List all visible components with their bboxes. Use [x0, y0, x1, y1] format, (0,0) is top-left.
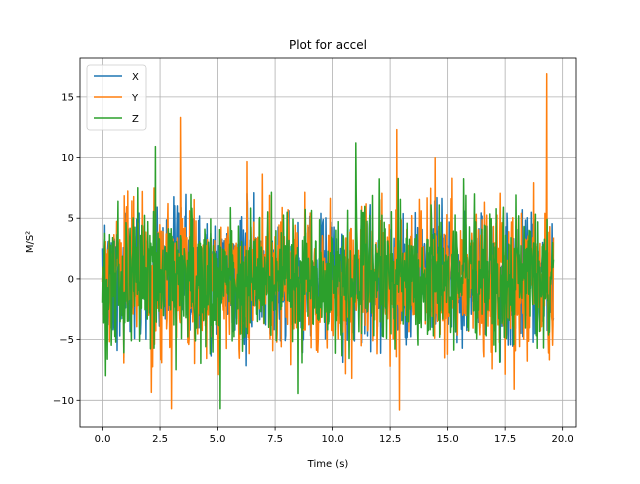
- y-tick-label: −5: [59, 335, 74, 346]
- x-tick-label: 5.0: [210, 434, 226, 445]
- y-tick-label: 0: [68, 274, 74, 285]
- y-tick-label: 10: [61, 153, 74, 164]
- legend: XYZ: [86, 64, 147, 131]
- x-tick-label: 10.0: [321, 434, 343, 445]
- x-tick-label: 15.0: [436, 434, 458, 445]
- x-tick-label: 2.5: [152, 434, 168, 445]
- y-tick-label: 5: [68, 214, 74, 225]
- x-tick-label: 7.5: [267, 434, 283, 445]
- y-axis-label: M/S²: [25, 231, 36, 253]
- y-tick-label: 15: [61, 92, 74, 103]
- x-tick-label: 17.5: [494, 434, 516, 445]
- series-layer: [101, 73, 555, 411]
- x-tick-label: 12.5: [379, 434, 401, 445]
- legend-label-z: Z: [132, 114, 139, 125]
- x-tick-label: 0.0: [95, 434, 111, 445]
- x-tick-label: 20.0: [552, 434, 574, 445]
- legend-label-y: Y: [131, 93, 139, 104]
- series-line-z: [101, 142, 555, 410]
- x-axis-label: Time (s): [307, 459, 349, 470]
- y-tick-label: −10: [53, 396, 74, 407]
- plot-frame: [79, 57, 577, 428]
- chart-title: Plot for accel: [289, 38, 367, 52]
- legend-label-x: X: [132, 72, 139, 83]
- ticks: 0.0 2.5 5.0 7.5 10.0 12.5 15.0 17.5 20.0 −10 −5 0 5 1…: [53, 92, 574, 445]
